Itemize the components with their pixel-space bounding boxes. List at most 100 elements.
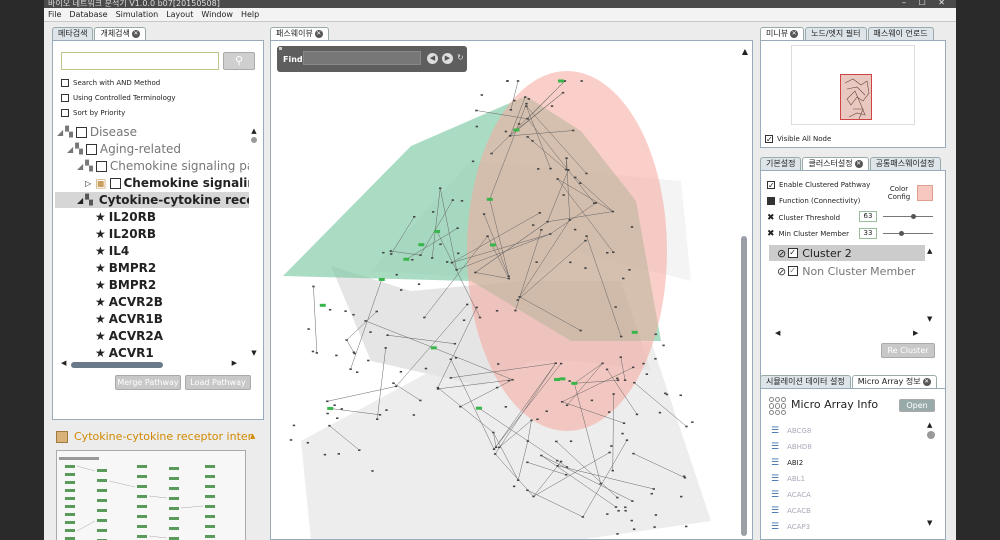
load-pathway-button[interactable]: Load Pathway: [185, 375, 251, 390]
network-node[interactable]: [403, 257, 410, 261]
network-node[interactable]: [625, 439, 629, 441]
gene-row[interactable]: ☰ ABHD8: [771, 439, 921, 455]
function-connectivity-option[interactable]: Function (Connectivity): [767, 197, 860, 205]
network-node[interactable]: [574, 176, 577, 179]
menu-simulation[interactable]: Simulation: [115, 10, 159, 19]
network-node[interactable]: [580, 80, 583, 82]
network-node[interactable]: [445, 261, 449, 263]
network-node[interactable]: [531, 140, 534, 142]
option-and-method[interactable]: Search with AND Method: [61, 79, 160, 87]
network-graph[interactable]: [271, 41, 753, 540]
network-node[interactable]: [631, 500, 634, 502]
network-node[interactable]: [431, 211, 435, 213]
tab-cluster-settings[interactable]: 클러스터설정 ✕: [802, 157, 869, 170]
network-node[interactable]: [606, 251, 609, 254]
network-node[interactable]: [654, 514, 658, 516]
network-node[interactable]: [630, 519, 633, 522]
network-node[interactable]: [549, 167, 552, 170]
network-node[interactable]: [336, 417, 339, 420]
network-node[interactable]: [662, 344, 665, 347]
scroll-left-icon[interactable]: ◀: [61, 359, 67, 367]
color-swatch[interactable]: [917, 185, 933, 201]
network-node[interactable]: [439, 243, 442, 246]
network-node[interactable]: [453, 342, 457, 345]
network-node[interactable]: [417, 283, 421, 285]
gene-row[interactable]: ☰ ACACB: [771, 503, 921, 519]
network-node[interactable]: [585, 172, 588, 175]
network-node[interactable]: [614, 506, 618, 508]
gene-item[interactable]: ★ BMPR2: [95, 261, 156, 275]
network-node[interactable]: [504, 406, 508, 408]
network-node[interactable]: [459, 405, 462, 408]
gene-row[interactable]: ☰ ACAP3: [771, 519, 921, 535]
network-node[interactable]: [328, 308, 332, 311]
network-node[interactable]: [493, 453, 497, 455]
scroll-thumb[interactable]: [927, 431, 935, 439]
network-node[interactable]: [594, 202, 598, 204]
network-node[interactable]: [307, 328, 310, 330]
checkbox[interactable]: [75, 126, 87, 138]
network-node[interactable]: [556, 459, 559, 462]
network-node[interactable]: [624, 506, 627, 509]
network-node[interactable]: [556, 178, 559, 180]
network-node[interactable]: [349, 368, 352, 370]
network-node[interactable]: [456, 252, 460, 255]
slider-thumb[interactable]: [899, 231, 904, 236]
network-node[interactable]: [376, 418, 379, 420]
network-node[interactable]: [616, 379, 620, 382]
network-node[interactable]: [385, 409, 388, 411]
network-node[interactable]: [333, 404, 336, 407]
scroll-left-icon[interactable]: ◀: [775, 329, 781, 337]
network-node[interactable]: [455, 268, 458, 271]
network-node[interactable]: [685, 525, 688, 528]
gene-row[interactable]: ☰ ABCG8: [771, 423, 921, 439]
network-node[interactable]: [375, 310, 378, 313]
expand-icon[interactable]: ▷: [85, 178, 92, 188]
enable-clustered-option[interactable]: Enable Clustered Pathway: [767, 181, 870, 189]
network-node[interactable]: [474, 271, 477, 274]
network-node[interactable]: [436, 388, 440, 390]
network-node[interactable]: [486, 197, 493, 201]
tab-node-edge-filter[interactable]: 노드/엣지 필터: [805, 27, 867, 40]
gene-item[interactable]: ★ BMPR2: [95, 278, 156, 292]
tab-micro-array[interactable]: Micro Array 정보 ✕: [851, 375, 937, 388]
network-node[interactable]: [449, 377, 453, 379]
network-node[interactable]: [495, 309, 499, 312]
network-node[interactable]: [554, 362, 557, 365]
network-node[interactable]: [450, 261, 454, 264]
network-node[interactable]: [642, 362, 645, 365]
network-node[interactable]: [568, 380, 571, 382]
network-node[interactable]: [680, 495, 683, 498]
scroll-down-icon[interactable]: ▼: [927, 519, 933, 527]
scroll-thumb[interactable]: [251, 137, 257, 143]
network-node[interactable]: [682, 475, 686, 478]
network-node[interactable]: [616, 377, 619, 380]
network-node[interactable]: [560, 400, 564, 403]
expand-icon[interactable]: ◢: [77, 195, 84, 205]
network-node[interactable]: [369, 331, 372, 333]
search-button[interactable]: ⚲: [223, 52, 255, 70]
close-icon[interactable]: ✕: [131, 29, 140, 38]
network-node[interactable]: [571, 129, 575, 132]
network-node[interactable]: [328, 424, 331, 427]
checkbox[interactable]: [767, 181, 775, 189]
network-node[interactable]: [482, 213, 486, 215]
network-node[interactable]: [490, 152, 493, 155]
network-node[interactable]: [395, 273, 398, 276]
mini-view-canvas[interactable]: [791, 45, 915, 125]
network-node[interactable]: [497, 363, 500, 365]
network-node[interactable]: [526, 117, 529, 120]
tab-pathway-unload[interactable]: 패스웨이 언로드: [867, 27, 934, 40]
network-node[interactable]: [292, 424, 296, 427]
network-node[interactable]: [399, 370, 403, 373]
network-node[interactable]: [559, 460, 563, 463]
network-node[interactable]: [507, 277, 511, 280]
network-node[interactable]: [665, 393, 669, 396]
tree-node-chemokine-sub[interactable]: ▷▣ Chemokine signaling p: [85, 176, 249, 190]
network-node[interactable]: [556, 464, 559, 467]
network-node[interactable]: [466, 303, 469, 306]
network-node[interactable]: [430, 257, 434, 259]
network-node[interactable]: [658, 411, 662, 414]
network-node[interactable]: [492, 431, 495, 434]
network-node[interactable]: [683, 476, 687, 479]
